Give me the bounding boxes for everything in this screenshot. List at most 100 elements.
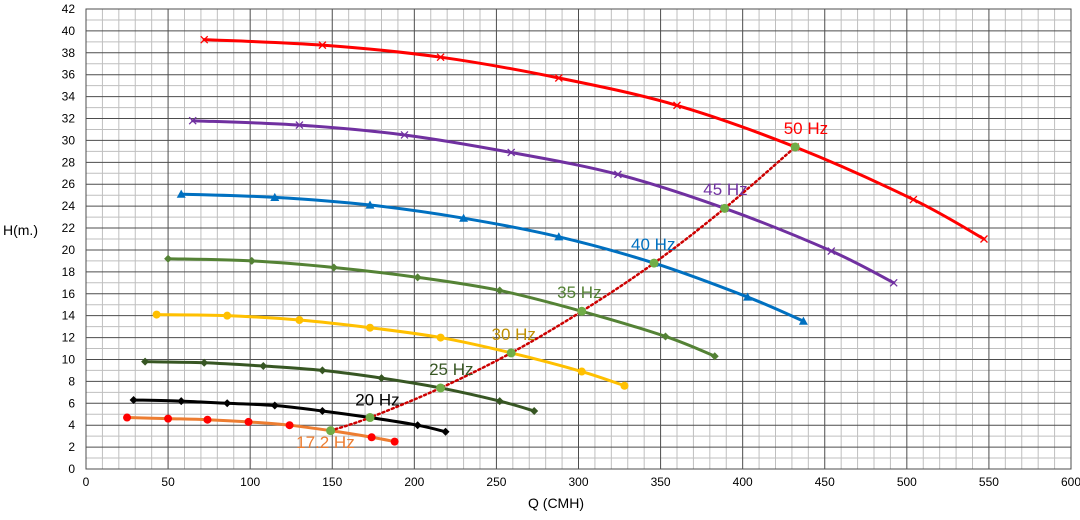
data-point-triangle-marker (176, 189, 186, 198)
series-35-hz (164, 254, 719, 361)
data-point-x-marker (400, 130, 409, 139)
data-point-circle-marker (223, 311, 232, 320)
series-label: 20 Hz (355, 390, 399, 409)
data-point-x-marker (889, 278, 898, 287)
data-point-circle-marker (577, 367, 586, 376)
series-label: 30 Hz (491, 325, 535, 344)
data-point-diamond-marker (710, 352, 719, 361)
series-label: 50 Hz (784, 119, 828, 138)
marker-stroke (980, 235, 988, 243)
series-label: 17.2 Hz (296, 433, 355, 452)
data-point-diamond-marker (129, 396, 138, 404)
marker-stroke (200, 35, 209, 44)
data-point-diamond-marker (259, 362, 268, 371)
marker-stroke (436, 53, 445, 62)
data-point-diamond-marker (441, 427, 450, 436)
marker-stroke (554, 74, 563, 82)
x-tick-label: 0 (83, 475, 90, 489)
y-tick-label: 10 (62, 352, 76, 366)
marker-stroke (673, 101, 681, 110)
x-tick-label: 600 (1061, 475, 1080, 489)
data-point-diamond-marker (329, 263, 338, 272)
operating-point-marker (506, 348, 516, 358)
y-tick-label: 40 (62, 24, 76, 38)
plot-border (85, 8, 1072, 470)
data-point-triangle-marker (459, 213, 469, 222)
data-point-triangle-marker (743, 292, 753, 301)
x-tick-label: 50 (161, 475, 175, 489)
y-tick-label: 22 (62, 221, 76, 235)
x-tick-label: 400 (733, 475, 753, 489)
data-point-diamond-marker (141, 357, 150, 366)
x-tick-label: 500 (897, 475, 917, 489)
operating-point-marker (649, 258, 659, 268)
series-line (191, 119, 896, 285)
data-point-circle-marker (203, 415, 212, 424)
axes: 0 50 100 150 200 250 300 350 400 450 500 550 6000246… (62, 2, 1080, 489)
data-point-x-marker (507, 148, 516, 157)
y-tick-label: 26 (62, 177, 76, 191)
marker-stroke (909, 195, 918, 204)
marker-stroke (400, 130, 409, 139)
y-tick-label: 42 (62, 2, 76, 16)
y-tick-label: 20 (62, 243, 76, 257)
series-label: 45 Hz (703, 180, 747, 199)
x-tick-label: 350 (651, 475, 671, 489)
marker-stroke (318, 41, 327, 50)
data-point-diamond-marker (530, 406, 539, 415)
data-point-triangle-marker (798, 316, 808, 325)
data-point-circle-marker (152, 310, 161, 319)
data-point-diamond-marker (164, 254, 173, 263)
marker-stroke (295, 121, 304, 130)
data-point-circle-marker (123, 413, 132, 422)
data-point-circle-marker (367, 433, 376, 442)
y-tick-label: 2 (68, 440, 75, 454)
x-tick-label: 450 (815, 475, 835, 489)
data-point-diamond-marker (495, 286, 504, 295)
data-point-triangle-marker (365, 200, 375, 209)
y-tick-label: 34 (62, 90, 76, 104)
series-label: 40 Hz (631, 235, 675, 254)
data-point-x-marker (200, 35, 209, 44)
series-label: 25 Hz (429, 360, 473, 379)
series-25-hz (141, 357, 539, 415)
operating-point-marker (365, 413, 375, 423)
operating-point-marker (790, 142, 800, 152)
marker-stroke (827, 247, 836, 256)
y-tick-label: 18 (62, 265, 76, 279)
data-point-x-marker (436, 53, 445, 62)
data-point-diamond-marker (413, 421, 422, 430)
marker-stroke (889, 278, 898, 287)
grid-lines (85, 8, 1072, 470)
series-line (202, 38, 986, 241)
data-point-circle-marker (620, 381, 629, 390)
series-label: 35 Hz (557, 283, 601, 302)
x-tick-label: 150 (322, 475, 342, 489)
data-point-circle-marker (436, 333, 445, 342)
data-point-circle-marker (164, 414, 173, 423)
x-tick-label: 200 (404, 475, 424, 489)
data-point-x-marker (673, 101, 681, 110)
operating-point-marker (326, 426, 336, 436)
series-17-2-hz (123, 413, 399, 446)
data-point-circle-marker (295, 316, 304, 325)
data-point-circle-marker (390, 437, 399, 446)
data-point-x-marker (613, 170, 622, 179)
data-point-diamond-marker (318, 406, 327, 415)
y-tick-label: 38 (62, 46, 76, 60)
series-line (143, 360, 536, 413)
data-point-triangle-marker (554, 232, 564, 241)
y-tick-label: 30 (62, 133, 76, 147)
data-point-triangle-marker (270, 192, 280, 201)
y-axis-title: H(m.) (3, 222, 38, 238)
operating-point-line (326, 142, 800, 436)
data-point-diamond-marker (377, 374, 386, 383)
data-point-diamond-marker (200, 358, 209, 367)
y-tick-label: 32 (62, 112, 76, 126)
series-45-hz (188, 116, 898, 287)
data-point-diamond-marker (177, 397, 186, 406)
marker-stroke (613, 170, 622, 179)
operating-point-marker (720, 203, 730, 213)
